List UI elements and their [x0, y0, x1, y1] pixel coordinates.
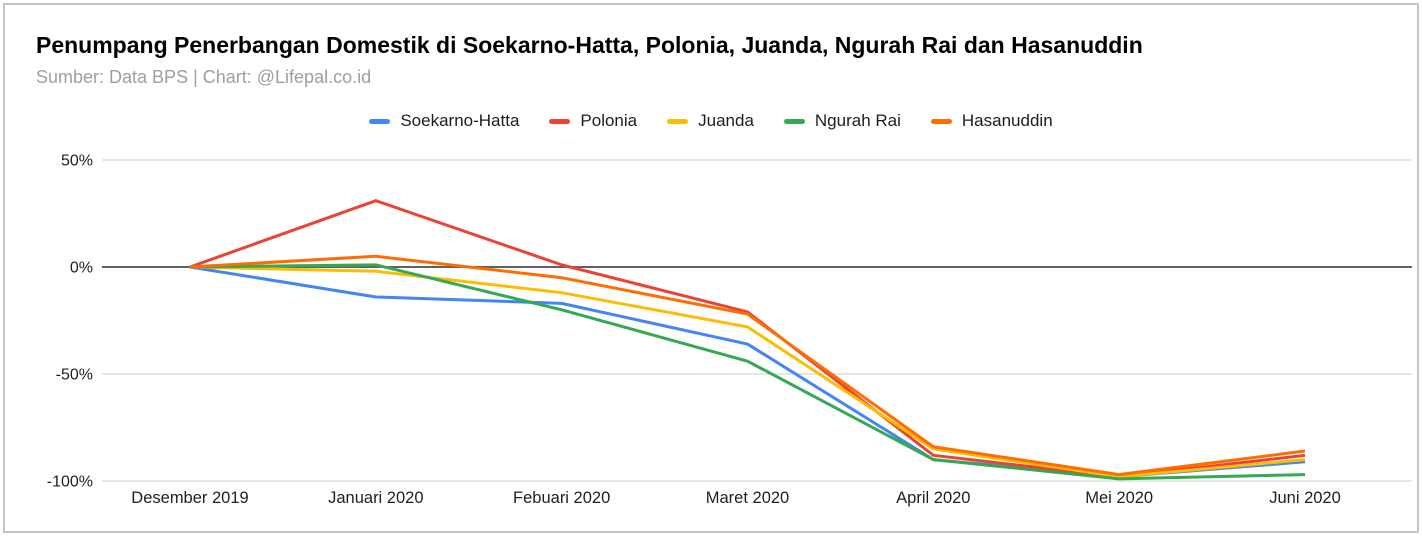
legend-label: Ngurah Rai — [814, 111, 901, 130]
legend-item-juanda: Juanda — [667, 111, 754, 131]
legend-label: Hasanuddin — [961, 111, 1053, 130]
legend-item-hasanuddin: Hasanuddin — [930, 111, 1053, 131]
x-axis-label: Mei 2020 — [1085, 489, 1153, 507]
x-axis-label: Maret 2020 — [706, 489, 789, 507]
legend-item-polonia: Polonia — [549, 111, 637, 131]
series-line-polonia — [189, 199, 1306, 479]
x-axis-label: Febuari 2020 — [513, 489, 610, 507]
y-axis-label: 50% — [61, 153, 93, 170]
legend-item-soekarno-hatta: Soekarno-Hatta — [369, 111, 519, 131]
series-line-soekarno-hatta — [189, 265, 1306, 479]
legend-label: Polonia — [580, 111, 638, 130]
series-line-ngurah-rai — [189, 263, 1306, 481]
legend-swatch-ngurah-rai — [783, 118, 805, 124]
legend-label: Soekarno-Hatta — [400, 111, 520, 130]
legend-swatch-soekarno-hatta — [369, 118, 391, 124]
x-axis-label: April 2020 — [896, 489, 970, 507]
chart-title: Penumpang Penerbangan Domestik di Soekar… — [36, 32, 1143, 58]
x-axis-label: Juni 2020 — [1269, 489, 1341, 507]
x-axis-label: Desember 2019 — [131, 489, 248, 507]
x-axis-label: Januari 2020 — [328, 489, 423, 507]
line-chart: 50% 0% -50% -100% Desember 2019 Januari 2020 F… — [47, 153, 1412, 507]
y-axis-label: -50% — [56, 367, 93, 384]
y-axis-label: 0% — [70, 260, 93, 277]
legend-swatch-juanda — [667, 118, 689, 124]
chart-source: Sumber: Data BPS | Chart: @Lifepal.co.id — [36, 67, 372, 87]
legend-swatch-hasanuddin — [930, 118, 952, 124]
legend-swatch-polonia — [549, 118, 571, 124]
chart-legend: Soekarno-Hatta Polonia Juanda Ngurah Rai Has… — [5, 111, 1417, 131]
y-axis-label: -100% — [47, 474, 93, 491]
series-line-hasanuddin — [189, 254, 1306, 477]
legend-label: Juanda — [698, 111, 754, 130]
chart-card: Penumpang Penerbangan Domestik di Soekar… — [3, 3, 1419, 533]
legend-item-ngurah-rai: Ngurah Rai — [783, 111, 901, 131]
series-line-juanda — [189, 265, 1306, 479]
